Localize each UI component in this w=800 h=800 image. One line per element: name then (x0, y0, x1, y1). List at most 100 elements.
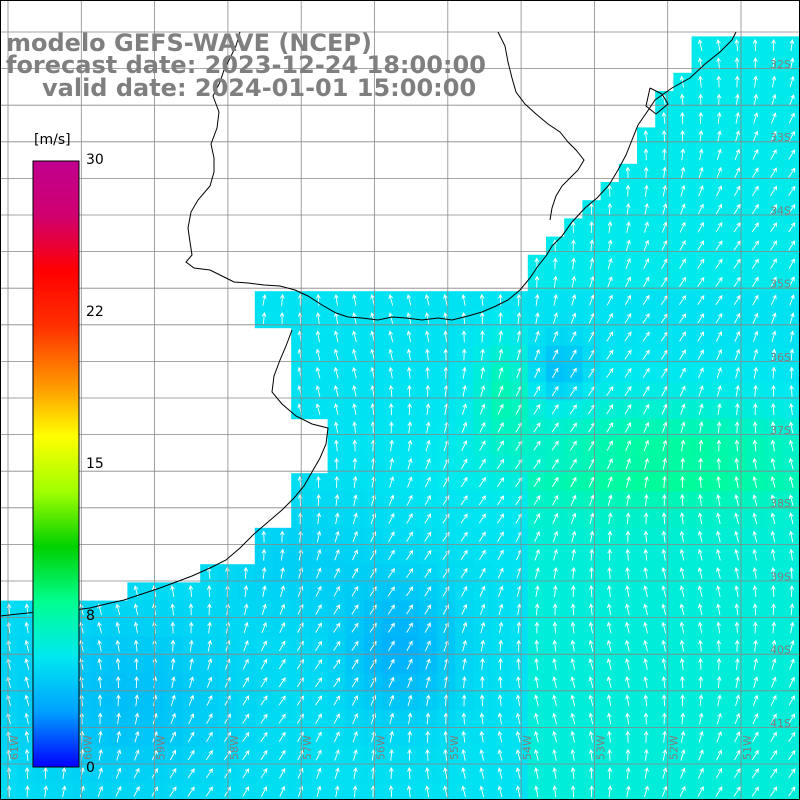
wind-arrow (97, 785, 104, 797)
wind-arrow (753, 403, 758, 416)
wind-arrow (425, 712, 431, 725)
wind-arrow (588, 712, 594, 725)
wind-arrow (770, 548, 776, 561)
wind-arrow (625, 548, 631, 561)
wind-arrow (680, 421, 686, 434)
wind-arrow (279, 530, 285, 543)
wind-arrow (607, 221, 613, 234)
wind-arrow (406, 568, 414, 579)
wind-arrow (387, 586, 395, 597)
wind-arrow (734, 439, 740, 452)
wind-arrow (425, 658, 431, 670)
wind-arrow (369, 658, 377, 670)
wind-arrow (643, 166, 649, 179)
wind-arrow (352, 366, 357, 379)
wind-arrow (461, 458, 468, 470)
wind-arrow (770, 731, 777, 743)
wind-arrow (260, 768, 268, 779)
wind-arrow (625, 712, 630, 725)
wind-arrow (680, 439, 686, 452)
wind-arrow (479, 712, 485, 725)
wind-arrow (698, 494, 703, 507)
wind-arrow (206, 713, 213, 724)
wind-arrow (734, 512, 739, 525)
wind-arrow (643, 694, 649, 707)
wind-arrow (734, 57, 740, 70)
wind-arrow (443, 330, 448, 343)
wind-arrow (589, 221, 594, 234)
wind-arrow (752, 731, 759, 743)
wind-arrow (460, 549, 468, 560)
wind-arrow (734, 475, 739, 488)
wind-arrow (643, 730, 649, 743)
wind-arrow (716, 166, 722, 179)
wind-arrow (771, 330, 777, 343)
wind-arrow (280, 566, 285, 579)
wind-arrow (661, 548, 667, 561)
wind-arrow (770, 294, 777, 306)
wind-arrow (425, 458, 431, 470)
wind-arrow (424, 294, 430, 306)
wind-arrow (607, 202, 613, 215)
wind-arrow (697, 39, 703, 51)
wind-arrow (552, 621, 558, 634)
wind-arrow (771, 93, 777, 106)
wind-arrow (260, 658, 268, 670)
colorbar-unit: [m/s] (34, 132, 71, 148)
wind-arrow (98, 730, 103, 743)
colorbar-tick-15: 15 (86, 456, 104, 472)
wind-arrow (788, 421, 794, 434)
wind-arrow (352, 330, 357, 343)
wind-arrow (425, 384, 431, 397)
wind-arrow (424, 549, 432, 560)
wind-arrow (644, 221, 649, 233)
wind-arrow (679, 258, 686, 269)
wind-arrow (515, 712, 521, 725)
wind-arrow (733, 768, 741, 779)
wind-arrow (607, 530, 613, 543)
wind-arrow (734, 585, 739, 597)
wind-arrow (189, 657, 194, 670)
wind-arrow (643, 403, 650, 415)
wind-arrow (770, 476, 776, 488)
wind-arrow (497, 495, 505, 506)
wind-arrow (679, 621, 685, 634)
wind-arrow (533, 495, 541, 506)
wind-arrow (425, 403, 431, 416)
wind-arrow (733, 203, 741, 215)
wind-arrow (680, 148, 686, 161)
wind-arrow (352, 403, 357, 415)
wind-arrow (752, 330, 759, 343)
wind-arrow (680, 712, 686, 725)
wind-arrow (753, 639, 758, 652)
wind-arrow (751, 768, 759, 779)
wind-arrow (369, 567, 377, 579)
wind-arrow (242, 731, 250, 742)
wind-arrow (717, 130, 722, 142)
wind-arrow (697, 548, 703, 561)
wind-arrow (624, 294, 632, 306)
wind-arrow (553, 566, 558, 579)
wind-arrow (644, 184, 649, 197)
wind-arrow (351, 604, 359, 615)
wind-arrow (753, 75, 758, 88)
wind-arrow (478, 531, 486, 542)
wind-arrow (443, 312, 448, 324)
wind-arrow (497, 767, 503, 779)
wind-arrow (625, 530, 631, 543)
wind-arrow (461, 603, 468, 615)
wind-arrow (607, 239, 613, 252)
wind-arrow (498, 348, 504, 361)
wind-arrow (370, 312, 375, 324)
wind-arrow (679, 785, 686, 797)
wind-arrow (115, 621, 121, 634)
wind-arrow (425, 676, 431, 688)
wind-arrow (389, 439, 394, 452)
wind-arrow (260, 749, 268, 761)
wind-arrow (406, 640, 413, 652)
wind-arrow (570, 603, 576, 616)
wind-arrow (497, 712, 503, 725)
wind-arrow (643, 439, 650, 452)
wind-arrow (388, 512, 395, 524)
wind-arrow (752, 749, 759, 761)
